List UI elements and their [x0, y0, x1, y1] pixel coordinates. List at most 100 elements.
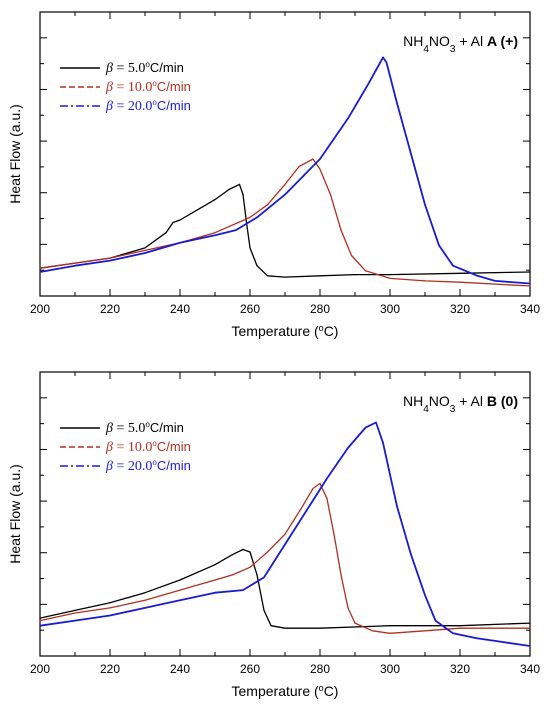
data-point [109, 614, 111, 617]
data-point [144, 247, 146, 249]
data-point [231, 574, 234, 576]
data-point [410, 554, 412, 556]
data-point [74, 609, 76, 612]
legend-label-2: β = 10.0oC/min [105, 438, 191, 455]
data-point [165, 232, 167, 234]
data-point [263, 576, 265, 579]
x-tick-label: 200 [30, 662, 50, 676]
data-point [476, 275, 479, 277]
data-point [214, 579, 216, 581]
x-axis-label: Temperature (oC) [232, 323, 339, 339]
data-point [238, 183, 241, 185]
data-point [242, 548, 244, 551]
data-point [529, 622, 531, 624]
series-line-1 [39, 183, 531, 278]
data-point [319, 627, 321, 629]
data-point [329, 194, 332, 196]
data-point [270, 625, 272, 627]
x-tick-label: 240 [170, 662, 190, 676]
data-point [319, 168, 321, 170]
data-point [39, 625, 41, 627]
data-point [385, 61, 388, 64]
legend-label-3: β = 20.0oC/min [105, 97, 191, 114]
x-tick-label: 320 [450, 302, 470, 316]
data-point [410, 153, 412, 155]
data-point [284, 276, 286, 278]
series-line-2 [39, 158, 531, 287]
data-point [340, 574, 342, 576]
data-point [266, 275, 269, 277]
data-point [350, 254, 353, 257]
data-point [459, 272, 461, 274]
data-point [144, 252, 146, 254]
data-point [424, 630, 426, 632]
data-point [109, 602, 111, 604]
data-point [452, 265, 454, 267]
data-point [371, 630, 374, 632]
data-point [382, 442, 384, 444]
data-point [298, 166, 300, 168]
data-point [326, 498, 328, 500]
data-point [179, 579, 181, 581]
data-point [424, 204, 426, 206]
data-point [256, 216, 258, 218]
data-point [347, 447, 349, 449]
data-point [196, 209, 199, 211]
data-point [459, 625, 461, 627]
data-point [74, 620, 76, 622]
data-point [144, 592, 146, 594]
x-tick-label: 240 [170, 302, 190, 316]
x-tick-label: 300 [380, 302, 400, 316]
data-point [284, 194, 286, 196]
data-point [389, 632, 391, 634]
data-point [494, 640, 496, 642]
data-point [172, 221, 174, 224]
y-axis-label: Heat Flow (a.u.) [7, 464, 23, 564]
data-point [382, 56, 384, 59]
data-point [179, 599, 181, 601]
data-point [312, 158, 314, 160]
chart-panel-a: 200 220 240 260 280 300 320 340 Temperature (oC)… [7, 11, 540, 339]
data-point [284, 627, 286, 629]
data-point [228, 188, 230, 191]
series-line-1 [39, 548, 531, 629]
data-point [39, 617, 41, 619]
data-point [312, 487, 314, 490]
data-point [368, 82, 370, 84]
data-point [214, 564, 216, 566]
x-tick-label: 280 [310, 662, 330, 676]
data-point [214, 232, 216, 234]
x-tick-label: 340 [520, 662, 540, 676]
data-point [39, 271, 41, 273]
data-point [333, 533, 335, 535]
data-point [249, 216, 251, 218]
data-point [242, 194, 244, 196]
data-point [109, 257, 111, 259]
data-point [249, 566, 251, 568]
data-point [389, 277, 391, 279]
data-point [109, 607, 111, 609]
data-point [214, 199, 216, 201]
x-tick-label: 220 [100, 662, 120, 676]
data-point [263, 609, 265, 612]
data-point [249, 551, 251, 553]
data-point [214, 592, 216, 594]
legend-label-1: β = 5.0oC/min [105, 419, 184, 436]
data-point [459, 627, 461, 629]
data-point [74, 265, 76, 267]
data-point [179, 589, 181, 591]
y-axis-label: Heat Flow (a.u.) [7, 104, 23, 204]
x-tick-label: 340 [520, 302, 540, 316]
data-point [39, 620, 41, 622]
data-point [242, 589, 244, 591]
data-point [231, 554, 234, 556]
data-point [494, 280, 496, 282]
legend-label-1: β = 5.0oC/min [105, 59, 184, 76]
data-point [452, 632, 454, 634]
legend-label-3: β = 20.0oC/min [105, 457, 191, 474]
plot-frame [39, 11, 531, 297]
data-point [354, 622, 356, 624]
data-point [424, 594, 426, 596]
data-point [256, 574, 258, 576]
data-point [249, 247, 251, 249]
